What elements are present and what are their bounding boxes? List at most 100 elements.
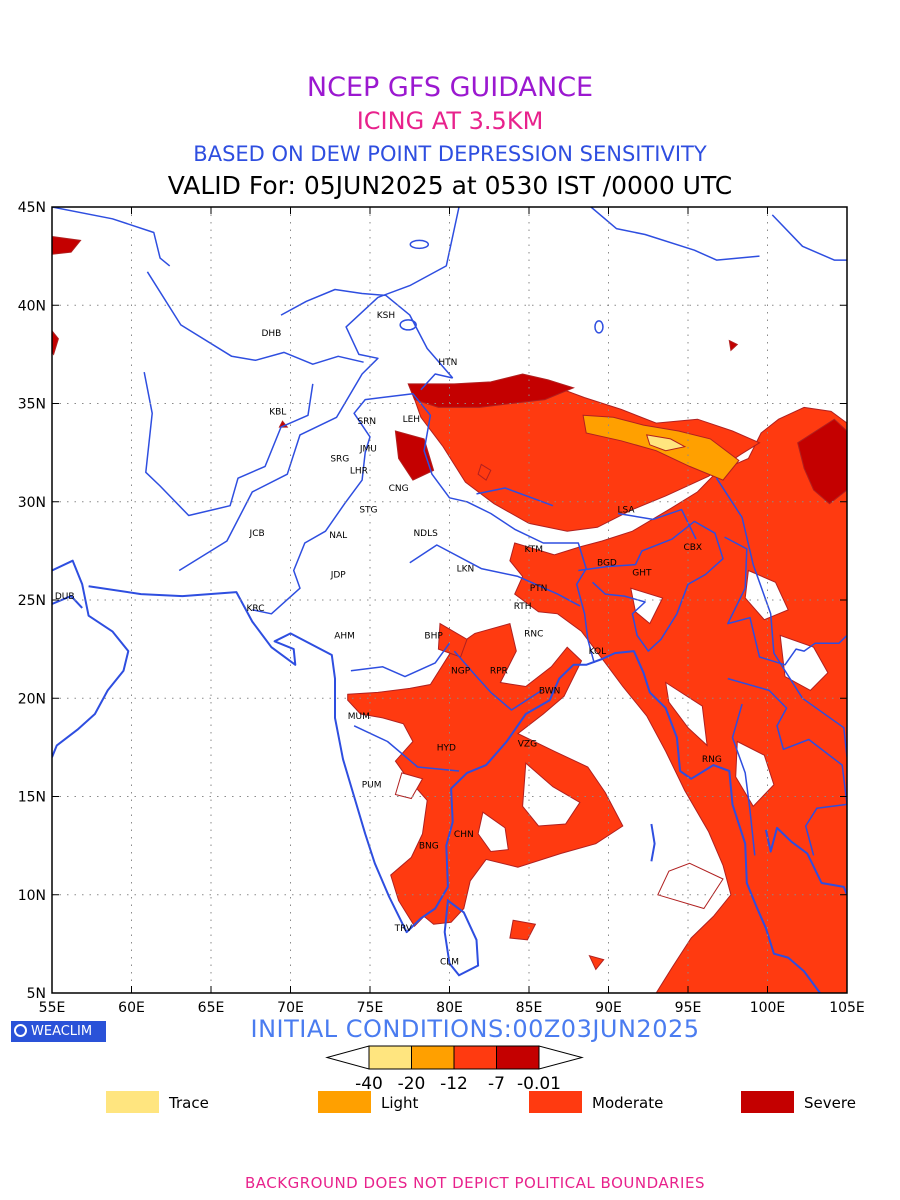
chart-title: NCEP GFS GUIDANCE <box>306 72 594 103</box>
border-line <box>724 536 847 666</box>
city-label: NGP <box>451 667 471 677</box>
x-tick-label: 105E <box>829 1000 865 1016</box>
colorbar-segment-light <box>411 1045 455 1070</box>
clear-area-thailand <box>735 740 775 808</box>
border-line <box>578 520 724 652</box>
river-line <box>350 642 451 678</box>
city-label: LKN <box>457 565 475 575</box>
city-label: AHM <box>334 631 355 641</box>
border-line <box>143 371 314 517</box>
city-label: BGD <box>597 559 617 569</box>
colorbar-arrow-left <box>325 1045 370 1070</box>
colorbar-label: -7 <box>488 1074 505 1094</box>
legend-swatch-moderate <box>529 1091 582 1113</box>
clear-area-andaman <box>657 862 724 910</box>
colorbar-segment-severe <box>496 1045 540 1070</box>
border-line <box>590 207 760 261</box>
colorbar-arrow-right <box>538 1045 584 1070</box>
city-label: BNG <box>419 842 439 852</box>
severe-patch-nw <box>52 330 59 356</box>
city-label: LHR <box>350 466 368 476</box>
clear-area-bay <box>477 811 509 853</box>
city-label: JDP <box>330 570 347 580</box>
y-tick-label: 5N <box>27 986 46 1002</box>
colorbar-label: -20 <box>398 1074 426 1094</box>
clear-area-bay <box>522 762 581 827</box>
colorbar-label: -0.01 <box>517 1074 561 1094</box>
river-line <box>476 487 554 507</box>
border-line <box>52 207 171 267</box>
city-label: SRG <box>330 455 349 465</box>
river-line <box>409 544 581 607</box>
colorbar-label: -12 <box>440 1074 468 1094</box>
city-label: BWN <box>539 686 561 696</box>
border-line <box>420 373 453 391</box>
coast-uae <box>52 595 83 609</box>
city-label: CNG <box>389 484 409 494</box>
x-tick-label: 55E <box>39 1000 66 1016</box>
colorbar-label: -40 <box>355 1074 383 1094</box>
x-tick-label: 65E <box>198 1000 225 1016</box>
city-label: KSH <box>377 311 395 321</box>
clear-area-yunnan <box>744 569 789 621</box>
moderate-patch-sea <box>588 954 605 971</box>
city-label: STG <box>359 506 377 516</box>
border-line <box>252 392 595 664</box>
city-label: JCB <box>249 529 265 539</box>
footer-note: BACKGROUND DOES NOT DEPICT POLITICAL BOU… <box>245 1174 705 1192</box>
coast-oman <box>52 559 130 758</box>
x-tick-label: 85E <box>516 1000 543 1016</box>
coast-south-asia <box>88 585 821 993</box>
city-label: KTM <box>525 545 543 555</box>
axis-ticks: 55E 60E 65E 70E 75E 80E 85E 90E 95E 100E 105E 45N 40… <box>18 200 865 1016</box>
y-tick-label: 45N <box>18 200 46 216</box>
coast-sri-lanka <box>443 898 480 977</box>
icing-fields <box>52 235 847 993</box>
legend-swatch-severe <box>741 1091 794 1113</box>
city-label: HTN <box>438 358 457 368</box>
city-label: DUB <box>55 592 75 602</box>
city-label: NAL <box>329 531 347 541</box>
severe-patch-nw <box>52 235 82 255</box>
y-tick-label: 35N <box>18 397 46 413</box>
y-tick-label: 25N <box>18 593 46 609</box>
river-line <box>715 477 847 758</box>
border-line <box>280 288 454 379</box>
clear-area-myanmar <box>665 681 708 747</box>
border-line <box>178 207 460 572</box>
y-tick-label: 40N <box>18 298 46 314</box>
y-tick-label: 10N <box>18 888 46 904</box>
border-line <box>731 703 756 856</box>
city-label: CHN <box>454 830 474 840</box>
clear-area-ne <box>630 587 664 625</box>
y-tick-label: 20N <box>18 691 46 707</box>
city-label: RNG <box>702 755 722 765</box>
city-label: PUM <box>362 781 382 791</box>
moderate-patch-tibet <box>477 463 492 481</box>
lake-outline <box>409 239 430 250</box>
city-label: RNC <box>524 629 543 639</box>
badge-label: WEACLIM <box>31 1024 93 1039</box>
colorbar-segment-trace <box>368 1045 412 1070</box>
city-label: DHB <box>261 329 281 339</box>
city-label: CLM <box>440 958 459 968</box>
city-label: RTH <box>514 602 532 612</box>
severe-area-karakoram <box>407 373 575 408</box>
severe-area-sichuan <box>797 418 847 505</box>
legend-label: Moderate <box>592 1094 663 1112</box>
legend-swatch-trace <box>106 1091 159 1113</box>
y-tick-label: 30N <box>18 495 46 511</box>
trace-area-tibet <box>645 434 687 452</box>
river-line <box>617 508 697 540</box>
coastlines <box>52 207 847 993</box>
x-tick-label: 80E <box>436 1000 463 1016</box>
border-line <box>727 677 847 856</box>
y-tick-label: 15N <box>18 790 46 806</box>
city-label: HYD <box>437 743 456 753</box>
method-note: BASED ON DEW POINT DEPRESSION SENSITIVIT… <box>193 142 707 166</box>
severe-patch-north <box>728 339 739 352</box>
initial-conditions: INITIAL CONDITIONS:00Z03JUN2025 <box>250 1015 700 1043</box>
city-label: VZG <box>518 739 537 749</box>
